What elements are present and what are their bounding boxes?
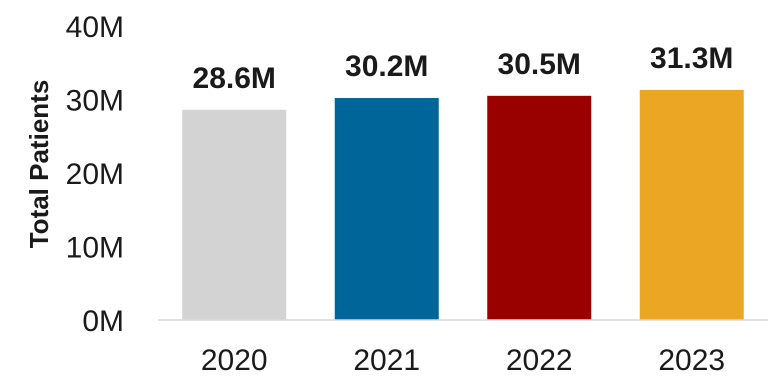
y-axis-title: Total Patients — [24, 80, 54, 249]
y-tick-label: 0M — [82, 305, 124, 338]
data-labels: 28.6M 30.2M 30.5M 31.3M — [193, 42, 734, 95]
data-label-2021: 30.2M — [345, 50, 428, 83]
x-tick-label-2020: 2020 — [201, 344, 268, 377]
bar-2023 — [639, 89, 744, 320]
y-tick-label: 20M — [66, 158, 124, 191]
x-tick-label-2023: 2023 — [658, 344, 725, 377]
x-tick-label-2021: 2021 — [353, 344, 420, 377]
data-label-2020: 28.6M — [193, 62, 276, 95]
y-tick-label: 40M — [66, 11, 124, 44]
x-tick-label-2022: 2022 — [506, 344, 573, 377]
data-label-2022: 30.5M — [498, 48, 581, 81]
y-axis-ticks: 0M 10M 20M 30M 40M — [66, 11, 124, 338]
bar-2020 — [182, 109, 287, 320]
x-axis-labels: 2020 2021 2022 2023 — [201, 344, 725, 377]
y-tick-label: 30M — [66, 85, 124, 118]
bar-2021 — [334, 98, 439, 320]
y-tick-label: 10M — [66, 232, 124, 265]
data-label-2023: 31.3M — [650, 42, 733, 75]
bars — [182, 89, 744, 320]
bar-2022 — [487, 95, 592, 320]
